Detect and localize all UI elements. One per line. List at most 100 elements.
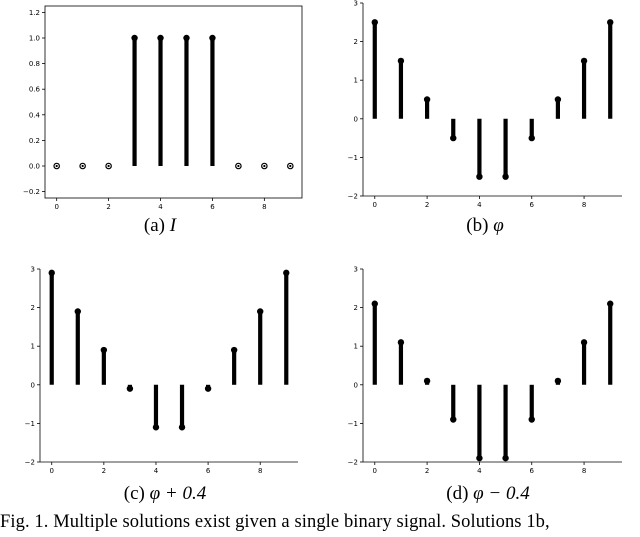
- marker-c: [178, 424, 186, 431]
- marker-d: [476, 454, 483, 462]
- marker-dot-a: [237, 164, 240, 168]
- x-tick-label-a: 8: [262, 203, 266, 211]
- x-tick-label-a: 2: [106, 203, 110, 211]
- marker-a: [183, 34, 190, 42]
- x-tick-label-b: 0: [373, 201, 377, 209]
- marker-dot-a: [289, 164, 292, 168]
- caption-d-prefix: (d): [446, 483, 469, 504]
- marker-d: [397, 339, 405, 346]
- marker-b: [554, 96, 562, 103]
- marker-a: [287, 162, 294, 170]
- marker-b: [607, 19, 614, 26]
- x-tick-label-c: 2: [102, 467, 106, 475]
- y-tick-label-c: 1: [31, 343, 35, 351]
- marker-b: [476, 173, 483, 180]
- caption-c: (c) φ + 0.4: [85, 483, 245, 505]
- marker-d: [502, 454, 509, 462]
- marker-b: [450, 134, 457, 142]
- y-tick-label-b: −1: [348, 154, 358, 162]
- marker-a: [261, 162, 268, 170]
- caption-d: (d) φ − 0.4: [408, 483, 568, 505]
- y-tick-label-d: 1: [354, 343, 358, 351]
- marker-dot-a: [81, 164, 84, 168]
- marker-b: [502, 173, 509, 180]
- marker-a: [105, 162, 112, 170]
- caption-c-math: φ + 0.4: [149, 483, 207, 504]
- marker-c: [74, 308, 81, 315]
- marker-d: [371, 300, 378, 307]
- y-tick-label-b: −2: [348, 193, 358, 201]
- marker-b: [528, 134, 535, 142]
- marker-d: [423, 377, 431, 385]
- figure-caption: Fig. 1. Multiple solutions exist given a…: [0, 512, 550, 532]
- marker-dot-a: [263, 164, 266, 168]
- y-tick-label-a: 0.6: [29, 86, 41, 94]
- y-tick-label-b: 2: [354, 38, 358, 46]
- marker-a: [157, 34, 164, 42]
- marker-a: [235, 162, 242, 170]
- marker-c: [48, 269, 55, 277]
- marker-d: [607, 300, 614, 307]
- marker-c: [126, 385, 134, 392]
- y-tick-label-d: 3: [354, 266, 358, 274]
- y-tick-label-b: 3: [354, 0, 358, 8]
- marker-dot-a: [55, 164, 58, 168]
- x-tick-label-b: 2: [425, 201, 429, 209]
- y-tick-label-c: 0: [31, 381, 35, 389]
- x-tick-label-d: 6: [530, 467, 535, 475]
- marker-c: [100, 346, 108, 354]
- x-tick-label-a: 0: [54, 203, 58, 211]
- x-tick-label-c: 8: [258, 467, 262, 475]
- y-tick-label-a: 0.4: [29, 111, 41, 119]
- y-tick-label-a: −0.2: [23, 188, 40, 196]
- x-tick-label-c: 4: [154, 467, 159, 475]
- y-tick-label-a: 0.0: [29, 163, 40, 171]
- marker-b: [423, 96, 431, 103]
- x-tick-label-d: 4: [477, 467, 482, 475]
- caption-b-prefix: (b): [466, 215, 489, 236]
- y-tick-label-d: −1: [348, 420, 358, 428]
- marker-a: [209, 34, 216, 42]
- marker-d: [554, 377, 562, 385]
- x-tick-label-c: 0: [49, 467, 53, 475]
- x-tick-label-b: 8: [582, 201, 586, 209]
- y-tick-label-a: 0.2: [29, 137, 40, 145]
- y-tick-label-b: 1: [354, 77, 358, 85]
- marker-a: [53, 162, 60, 170]
- x-tick-label-b: 6: [530, 201, 535, 209]
- marker-d: [528, 416, 535, 423]
- marker-a: [131, 34, 138, 42]
- caption-d-math: φ − 0.4: [473, 483, 530, 504]
- y-tick-label-b: 0: [354, 115, 358, 123]
- x-tick-label-a: 4: [158, 203, 163, 211]
- x-tick-label-b: 4: [477, 201, 482, 209]
- marker-a: [79, 162, 86, 170]
- y-tick-label-c: −2: [25, 459, 35, 467]
- y-tick-label-a: 1.0: [29, 35, 40, 43]
- marker-d: [580, 339, 588, 346]
- marker-c: [152, 424, 160, 431]
- y-tick-label-c: 3: [31, 266, 35, 274]
- y-tick-label-c: 2: [31, 304, 35, 312]
- marker-c: [257, 308, 264, 315]
- caption-b-math: φ: [493, 215, 504, 236]
- x-tick-label-c: 6: [206, 467, 211, 475]
- caption-a-prefix: (a): [143, 215, 165, 236]
- y-tick-label-a: 0.8: [29, 60, 40, 68]
- y-tick-label-c: −1: [25, 420, 35, 428]
- marker-d: [450, 416, 457, 423]
- marker-b: [397, 57, 405, 65]
- caption-b: (b) φ: [420, 215, 550, 237]
- caption-a: (a) I: [95, 215, 225, 237]
- y-tick-label-d: 0: [354, 381, 358, 389]
- y-tick-label-a: 1.2: [29, 9, 40, 17]
- marker-b: [371, 19, 378, 26]
- marker-dot-a: [107, 164, 110, 168]
- x-tick-label-d: 2: [425, 467, 429, 475]
- marker-c: [283, 269, 290, 277]
- y-tick-label-d: 2: [354, 304, 358, 312]
- marker-b: [580, 57, 588, 65]
- x-tick-label-d: 8: [582, 467, 586, 475]
- caption-c-prefix: (c): [123, 483, 145, 504]
